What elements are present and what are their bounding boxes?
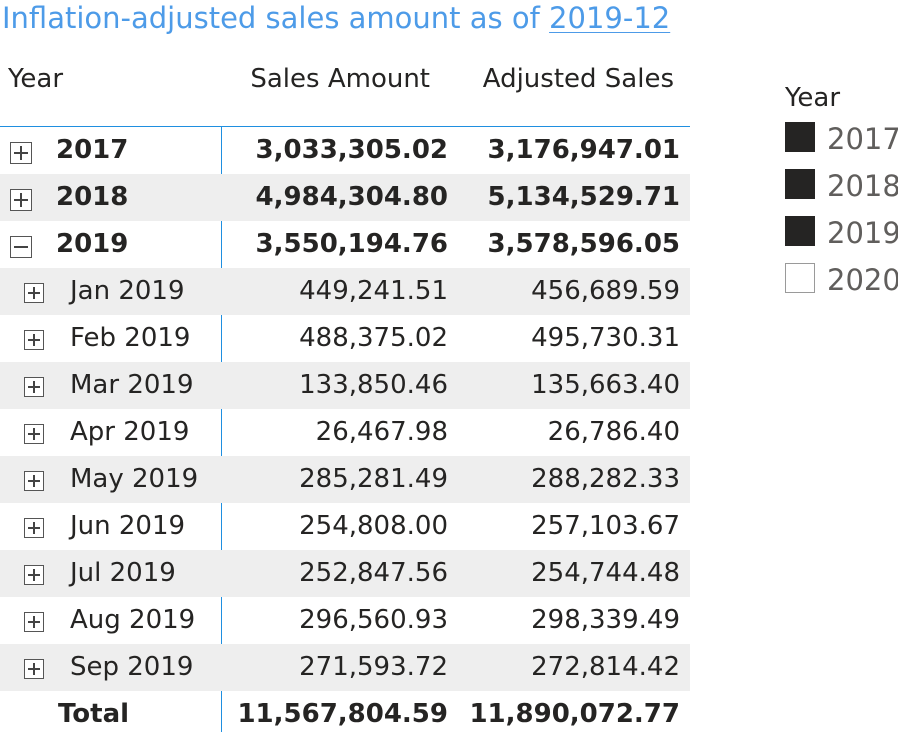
table-row: Jul 2019 252,847.56 254,744.48 — [0, 550, 690, 597]
adjusted-value: 298,339.49 — [531, 605, 680, 635]
table-row-2017: 2017 3,033,305.02 3,176,947.01 — [0, 127, 690, 174]
table-row-2019: 2019 3,550,194.76 3,578,596.05 — [0, 221, 690, 268]
expand-icon[interactable] — [24, 330, 44, 350]
total-label: Total — [58, 699, 130, 729]
column-divider — [221, 126, 222, 732]
table-row: May 2019 285,281.49 288,282.33 — [0, 456, 690, 503]
expand-icon[interactable] — [10, 189, 32, 211]
table-row: Sep 2019 271,593.72 272,814.42 — [0, 644, 690, 691]
table-row: Aug 2019 296,560.93 298,339.49 — [0, 597, 690, 644]
row-label: Mar 2019 — [70, 370, 194, 400]
row-label: Jan 2019 — [70, 276, 185, 306]
table-row: Mar 2019 133,850.46 135,663.40 — [0, 362, 690, 409]
matrix-header: Year Sales Amount Adjusted Sales — [0, 56, 690, 127]
sales-value: 271,593.72 — [299, 652, 448, 682]
row-label: Jun 2019 — [70, 511, 186, 541]
title-text: Inflation-adjusted sales amount as of — [2, 1, 550, 35]
adjusted-value: 135,663.40 — [531, 370, 680, 400]
adjusted-value: 26,786.40 — [547, 417, 680, 447]
row-label: Sep 2019 — [70, 652, 194, 682]
table-row-2018: 2018 4,984,304.80 5,134,529.71 — [0, 174, 690, 221]
matrix-body: 2017 3,033,305.02 3,176,947.01 2018 4,98… — [0, 127, 690, 738]
sales-value: 133,850.46 — [299, 370, 448, 400]
slicer-item-label[interactable]: 2019 — [827, 216, 898, 250]
slicer-title: Year — [785, 83, 841, 113]
expand-icon[interactable] — [24, 565, 44, 585]
expand-icon[interactable] — [24, 659, 44, 679]
row-label: May 2019 — [70, 464, 199, 494]
row-label: Feb 2019 — [70, 323, 191, 353]
total-row: Total 11,567,804.59 11,890,072.77 — [0, 691, 690, 738]
table-row: Apr 2019 26,467.98 26,786.40 — [0, 409, 690, 456]
expand-icon[interactable] — [10, 142, 32, 164]
sales-value: 449,241.51 — [299, 276, 448, 306]
collapse-icon[interactable] — [10, 236, 32, 258]
adjusted-value: 257,103.67 — [531, 511, 680, 541]
row-label: 2019 — [56, 229, 129, 259]
sales-value: 3,033,305.02 — [255, 135, 448, 165]
table-row: Feb 2019 488,375.02 495,730.31 — [0, 315, 690, 362]
slicer-item-label[interactable]: 2020 — [827, 263, 898, 297]
sales-value: 3,550,194.76 — [255, 229, 448, 259]
adjusted-value: 254,744.48 — [531, 558, 680, 588]
slicer-item-2019[interactable]: 2019 — [785, 210, 898, 257]
expand-icon[interactable] — [24, 518, 44, 538]
sales-value: 296,560.93 — [299, 605, 448, 635]
adjusted-value: 288,282.33 — [531, 464, 680, 494]
expand-icon[interactable] — [24, 471, 44, 491]
checkbox-checked-icon[interactable] — [785, 216, 815, 246]
adjusted-value: 495,730.31 — [531, 323, 680, 353]
row-label: 2017 — [56, 135, 129, 165]
checkbox-unchecked-icon[interactable] — [785, 263, 815, 293]
adjusted-value: 3,578,596.05 — [487, 229, 680, 259]
sales-value: 488,375.02 — [299, 323, 448, 353]
expand-icon[interactable] — [24, 377, 44, 397]
row-label: Jul 2019 — [70, 558, 176, 588]
slicer-item-label[interactable]: 2018 — [827, 169, 898, 203]
row-label: Apr 2019 — [70, 417, 190, 447]
header-sales-amount[interactable]: Sales Amount — [250, 64, 430, 94]
adjusted-value: 5,134,529.71 — [487, 182, 680, 212]
sales-value: 285,281.49 — [299, 464, 448, 494]
sales-matrix: Year Sales Amount Adjusted Sales 2017 3,… — [0, 56, 690, 738]
sales-value: 26,467.98 — [315, 417, 448, 447]
slicer-item-2020[interactable]: 2020 — [785, 257, 898, 304]
expand-icon[interactable] — [24, 612, 44, 632]
sales-value: 252,847.56 — [299, 558, 448, 588]
year-slicer: Year 2017 2018 2019 2020 — [785, 80, 898, 304]
sales-value: 254,808.00 — [299, 511, 448, 541]
checkbox-checked-icon[interactable] — [785, 122, 815, 152]
report-title: Inflation-adjusted sales amount as of 20… — [2, 0, 670, 36]
slicer-item-2018[interactable]: 2018 — [785, 163, 898, 210]
expand-icon[interactable] — [24, 283, 44, 303]
header-adjusted-sales[interactable]: Adjusted Sales — [482, 64, 674, 94]
adjusted-value: 3,176,947.01 — [487, 135, 680, 165]
total-sales-value: 11,567,804.59 — [237, 699, 448, 729]
row-label: Aug 2019 — [70, 605, 196, 635]
row-label: 2018 — [56, 182, 129, 212]
slicer-item-2017[interactable]: 2017 — [785, 116, 898, 163]
total-adjusted-value: 11,890,072.77 — [469, 699, 680, 729]
title-date-link[interactable]: 2019-12 — [549, 1, 671, 35]
sales-value: 4,984,304.80 — [255, 182, 448, 212]
table-row: Jun 2019 254,808.00 257,103.67 — [0, 503, 690, 550]
expand-icon[interactable] — [24, 424, 44, 444]
adjusted-value: 456,689.59 — [531, 276, 680, 306]
header-year[interactable]: Year — [8, 64, 64, 94]
table-row: Jan 2019 449,241.51 456,689.59 — [0, 268, 690, 315]
checkbox-checked-icon[interactable] — [785, 169, 815, 199]
slicer-item-label[interactable]: 2017 — [827, 122, 898, 156]
adjusted-value: 272,814.42 — [531, 652, 680, 682]
